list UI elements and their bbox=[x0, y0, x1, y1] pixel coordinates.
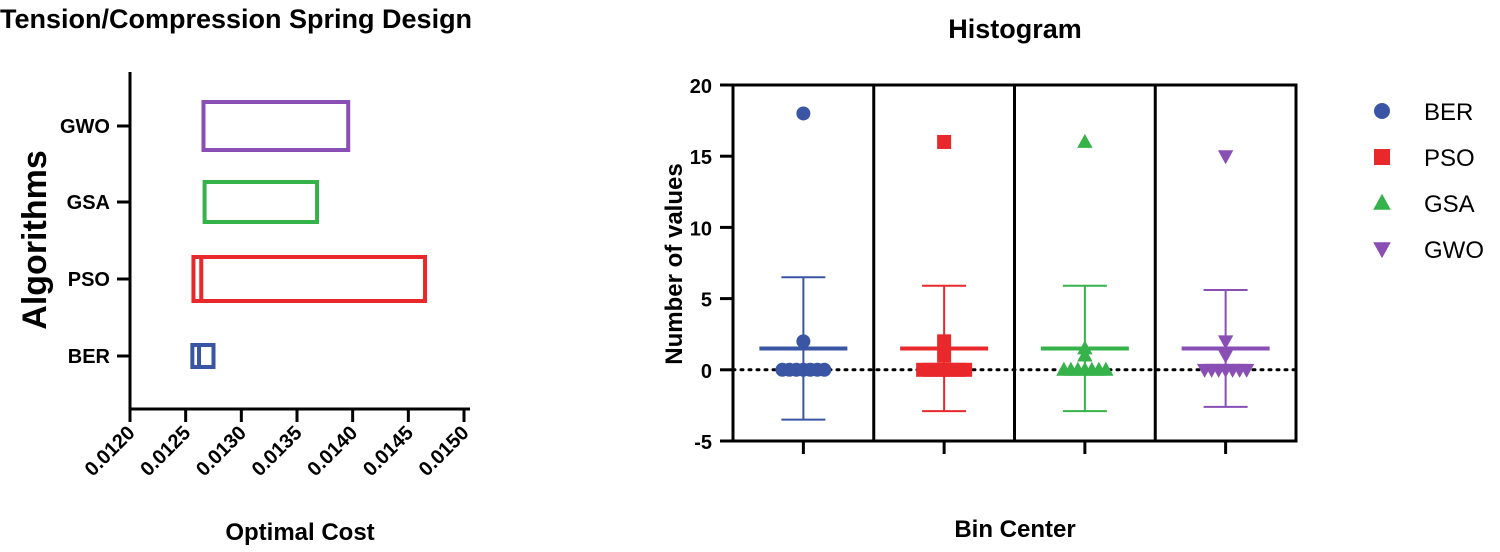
legend-label-pso: PSO bbox=[1424, 145, 1475, 172]
spring-design-chart: Tension/Compression Spring Design BER PSO… bbox=[0, 4, 474, 546]
right-ytick-label: 0 bbox=[701, 361, 712, 383]
right-ytick-label: 15 bbox=[690, 147, 712, 169]
left-y-axis-label: Algorithms bbox=[16, 150, 54, 329]
legend-marker-pso bbox=[1374, 149, 1390, 165]
point-pso bbox=[958, 362, 973, 377]
left-chart-title: Tension/Compression Spring Design bbox=[0, 4, 472, 34]
left-xtick-label: 0.0140 bbox=[303, 422, 362, 481]
left-xtick-label: 0.0130 bbox=[192, 422, 251, 481]
legend-marker-gwo bbox=[1373, 242, 1391, 259]
outlier-gsa bbox=[1077, 133, 1093, 148]
left-xtick-label: 0.0125 bbox=[136, 422, 195, 481]
point-gsa bbox=[1098, 361, 1114, 376]
left-xtick-label: 0.0135 bbox=[248, 422, 307, 481]
point-gwo bbox=[1217, 335, 1234, 350]
legend-label-gwo: GWO bbox=[1424, 237, 1484, 264]
right-chart-title: Histogram bbox=[948, 14, 1082, 44]
legend-label-ber: BER bbox=[1424, 99, 1473, 126]
left-x-axis-label: Optimal Cost bbox=[225, 519, 374, 546]
bar-pso bbox=[191, 255, 428, 303]
left-ytick-label: GWO bbox=[60, 116, 110, 138]
left-xtick-label: 0.0120 bbox=[81, 422, 140, 481]
left-ytick-label: BER bbox=[68, 346, 111, 368]
point-gwo bbox=[1217, 349, 1234, 364]
right-ytick-label: 10 bbox=[690, 218, 712, 240]
bar-gwo bbox=[201, 100, 351, 152]
point-gsa bbox=[1077, 347, 1093, 362]
point-gwo bbox=[1238, 363, 1255, 378]
point-pso bbox=[937, 334, 952, 349]
legend-label-gsa: GSA bbox=[1424, 191, 1475, 218]
left-ytick-label: GSA bbox=[67, 192, 110, 214]
bar-ber bbox=[190, 343, 216, 369]
outlier-ber bbox=[796, 106, 811, 121]
legend-marker-gsa bbox=[1373, 193, 1391, 210]
left-xtick-label: 0.0145 bbox=[359, 422, 418, 481]
point-ber bbox=[796, 334, 811, 349]
legend-marker-ber bbox=[1374, 103, 1390, 119]
histogram-chart: Histogram -5 0 5 10 15 20 Number of values Bi… bbox=[661, 14, 1484, 543]
right-ytick-label: 20 bbox=[690, 76, 712, 98]
right-ytick-label: -5 bbox=[694, 432, 712, 454]
right-y-axis-label: Number of values bbox=[661, 163, 688, 364]
point-ber bbox=[817, 362, 832, 377]
outlier-pso bbox=[937, 134, 952, 149]
left-ytick-label: PSO bbox=[68, 269, 110, 291]
legend: BER PSO GSA GWO bbox=[1373, 99, 1484, 264]
right-x-axis-label: Bin Center bbox=[954, 516, 1075, 543]
bar-gsa bbox=[202, 180, 320, 224]
right-ytick-label: 5 bbox=[701, 290, 712, 312]
left-xtick-label: 0.0150 bbox=[415, 422, 474, 481]
point-pso bbox=[937, 348, 952, 363]
outlier-gwo bbox=[1217, 150, 1234, 165]
